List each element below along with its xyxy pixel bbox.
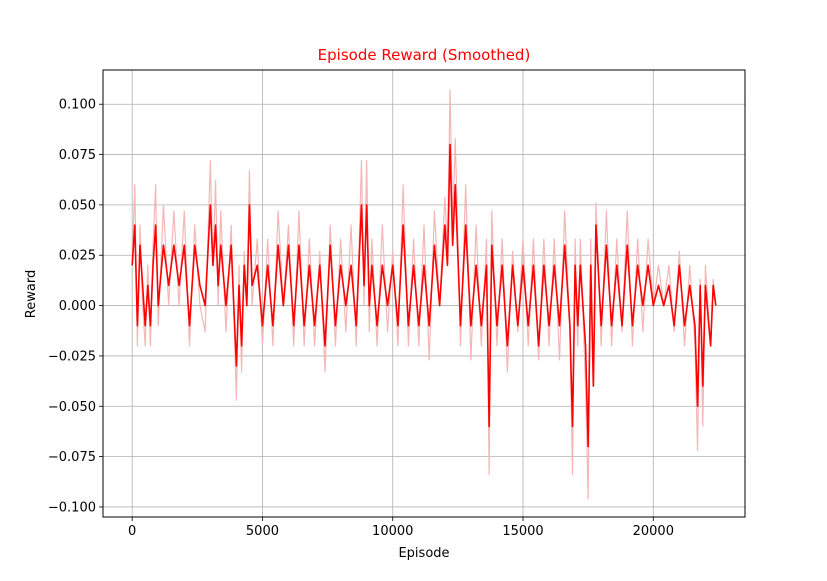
x-tick-label: 10000 bbox=[372, 524, 413, 539]
y-tick-label: 0.025 bbox=[59, 249, 96, 264]
chart-title: Episode Reward (Smoothed) bbox=[318, 46, 531, 64]
y-tick-label: 0.000 bbox=[59, 299, 96, 314]
x-tick-label: 20000 bbox=[633, 524, 674, 539]
smoothed-reward-line bbox=[131, 143, 717, 448]
plot-frame bbox=[102, 69, 746, 518]
series-group bbox=[131, 89, 717, 500]
x-tick-label: 0 bbox=[128, 524, 136, 539]
x-axis-label: Episode bbox=[398, 546, 449, 561]
y-tick-label: 0.100 bbox=[59, 98, 96, 113]
x-tick-label: 15000 bbox=[502, 524, 543, 539]
y-tick-label: 0.075 bbox=[59, 148, 96, 163]
y-tick-label: 0.050 bbox=[59, 198, 96, 213]
raw-reward-line bbox=[131, 89, 717, 500]
y-tick-label: −0.050 bbox=[48, 400, 96, 415]
axis-ticks: 0 5000 10000 15000 20000 −0.100 −0.075 −0.050 −0… bbox=[48, 98, 674, 539]
y-tick-label: −0.100 bbox=[48, 500, 96, 515]
y-tick-label: −0.075 bbox=[48, 450, 96, 465]
x-tick-label: 5000 bbox=[246, 524, 279, 539]
y-axis-label: Reward bbox=[24, 270, 39, 318]
y-tick-label: −0.025 bbox=[48, 349, 96, 364]
